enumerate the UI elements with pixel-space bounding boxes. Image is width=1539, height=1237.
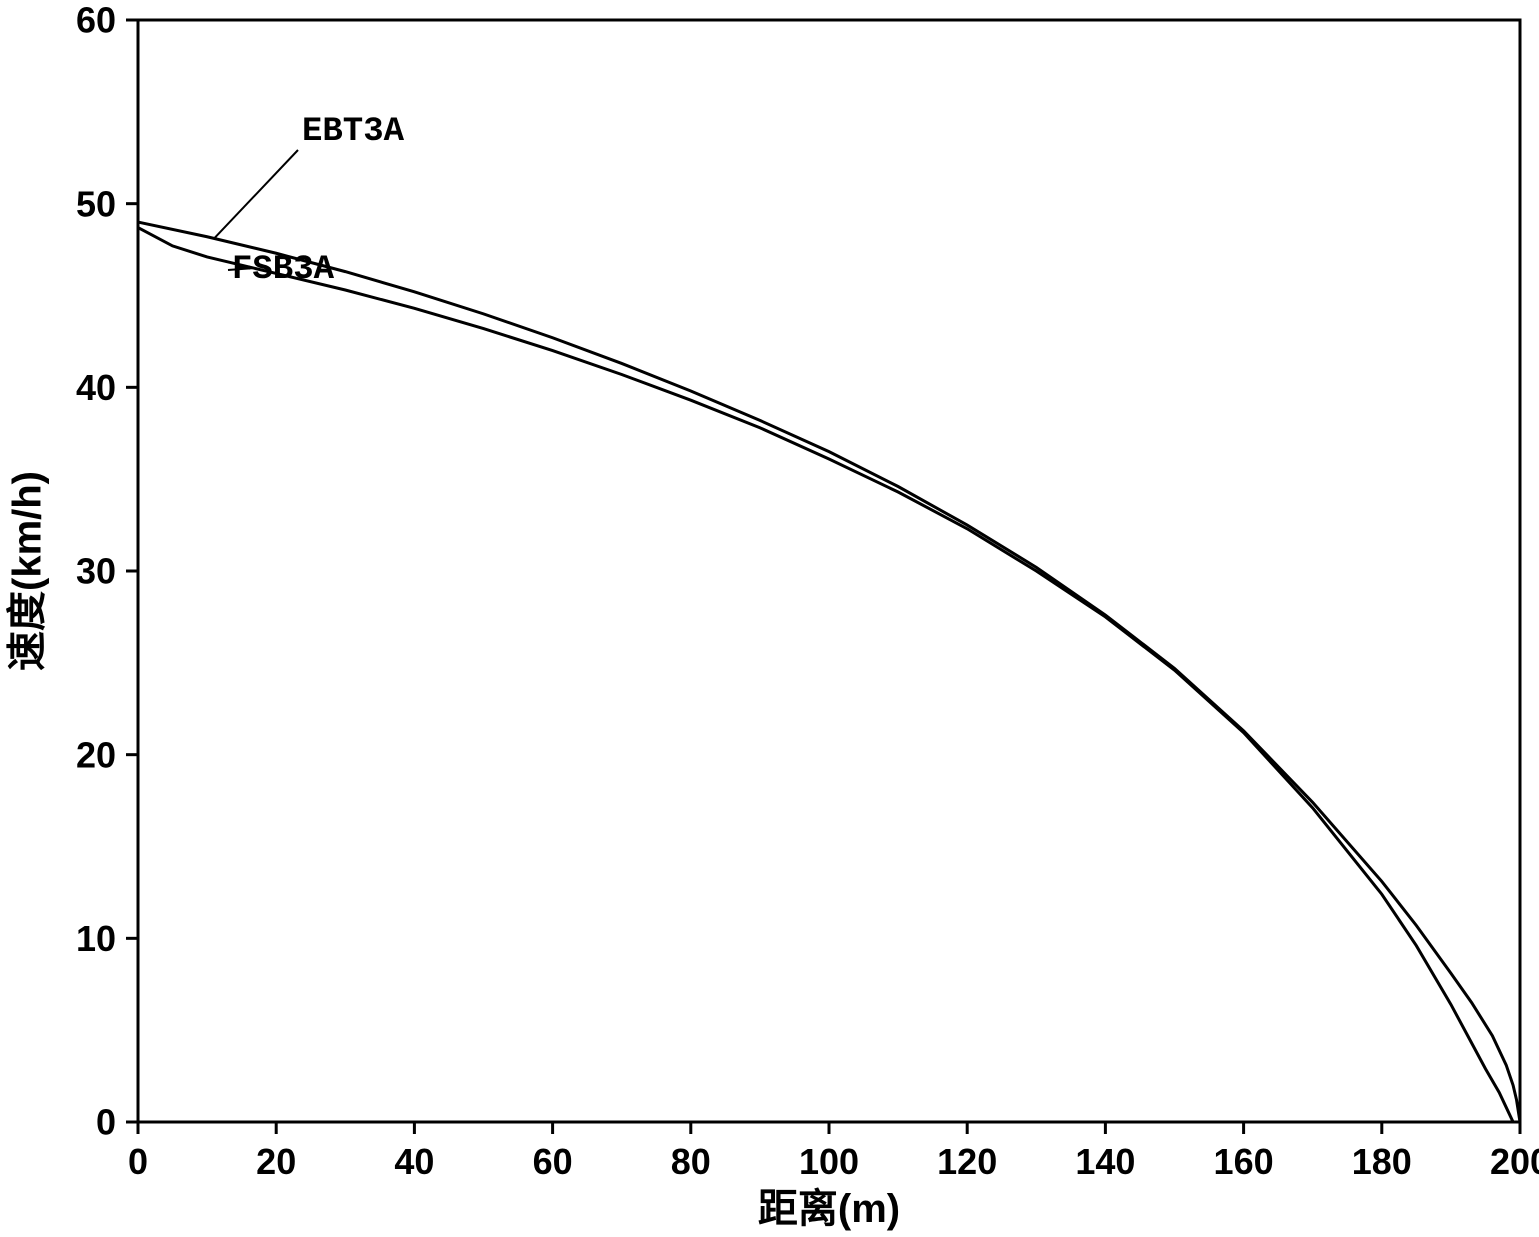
x-axis-label: 距离(m) bbox=[758, 1187, 900, 1231]
x-tick-label: 20 bbox=[256, 1141, 296, 1182]
y-tick-label: 50 bbox=[76, 183, 116, 224]
x-tick-label: 120 bbox=[937, 1141, 997, 1182]
y-tick-label: 60 bbox=[76, 0, 116, 41]
x-tick-label: 100 bbox=[799, 1141, 859, 1182]
speed-distance-chart: 0 20 40 60 80 100 120 140 160 180 200 0 10 20 30 40 50 60… bbox=[0, 0, 1539, 1237]
series-label-FSB3A: FSB3A bbox=[232, 251, 335, 289]
series-label-EBT3A: EBT3A bbox=[302, 113, 405, 151]
x-tick-label: 140 bbox=[1075, 1141, 1135, 1182]
x-tick-label: 40 bbox=[394, 1141, 434, 1182]
y-tick-label: 40 bbox=[76, 367, 116, 408]
chart-svg: 0 20 40 60 80 100 120 140 160 180 200 0 10 20 30 40 50 60… bbox=[0, 0, 1539, 1237]
x-tick-label: 60 bbox=[533, 1141, 573, 1182]
x-tick-label: 160 bbox=[1214, 1141, 1274, 1182]
y-tick-label: 0 bbox=[96, 1102, 116, 1143]
x-tick-label: 0 bbox=[128, 1141, 148, 1182]
x-tick-label: 180 bbox=[1352, 1141, 1412, 1182]
y-tick-label: 10 bbox=[76, 918, 116, 959]
y-tick-label: 30 bbox=[76, 551, 116, 592]
y-tick-label: 20 bbox=[76, 734, 116, 775]
y-axis-label: 速度(km/h) bbox=[5, 471, 49, 671]
x-tick-label: 80 bbox=[671, 1141, 711, 1182]
chart-background bbox=[0, 0, 1539, 1237]
x-tick-label: 200 bbox=[1490, 1141, 1539, 1182]
